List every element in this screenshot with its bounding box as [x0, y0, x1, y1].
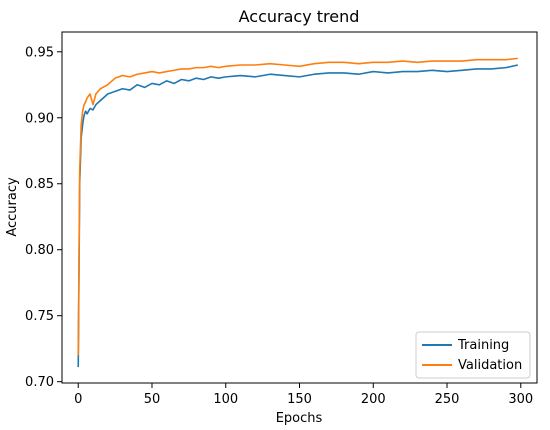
y-tick-label: 0.95: [25, 45, 54, 60]
series-line-training: [77, 64, 518, 368]
legend: Training Validation: [415, 331, 531, 379]
legend-label-training: Training: [457, 338, 509, 353]
x-tick-label: 100: [213, 392, 238, 407]
y-tick-label: 0.85: [25, 177, 54, 192]
x-axis: 0 50 100 150 200 250 300: [74, 383, 533, 407]
series-line-validation: [77, 57, 518, 356]
x-tick-label: 300: [508, 392, 533, 407]
x-tick-label: 250: [435, 392, 460, 407]
plot-area: [62, 32, 537, 383]
x-axis-label: Epochs: [276, 411, 323, 426]
y-axis-label: Accuracy: [5, 177, 20, 237]
y-tick-label: 0.75: [25, 309, 54, 324]
y-tick-label: 0.90: [25, 111, 54, 126]
x-tick-label: 200: [361, 392, 386, 407]
y-axis: 0.70 0.75 0.80 0.85 0.90 0.95: [25, 45, 62, 390]
y-tick-label: 0.80: [25, 243, 54, 258]
x-tick-label: 0: [74, 392, 82, 407]
y-tick-label: 0.70: [25, 375, 54, 390]
x-tick-label: 150: [287, 392, 312, 407]
legend-box: [415, 331, 531, 379]
series-layer: [77, 57, 518, 368]
chart-title: Accuracy trend: [239, 7, 360, 26]
x-tick-label: 50: [144, 392, 161, 407]
legend-label-validation: Validation: [458, 358, 522, 373]
